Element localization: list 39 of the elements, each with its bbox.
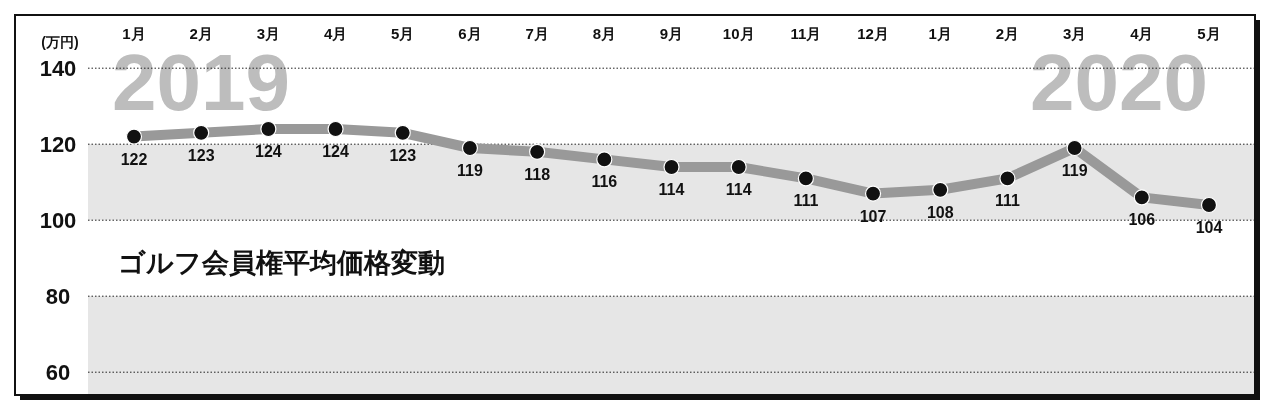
x-tick-label: 4月 xyxy=(1130,25,1154,42)
text: ゴルフ会員権平均価格変動 xyxy=(118,248,445,278)
y-tick-label: 120 xyxy=(39,132,77,158)
data-label: 119 xyxy=(457,162,483,179)
data-label: 119 xyxy=(1061,162,1088,179)
data-label: 114 xyxy=(725,181,752,198)
x-tick-label: 5月 xyxy=(1197,25,1221,42)
data-label: 123 xyxy=(187,146,215,164)
x-tick-label: 1月 xyxy=(928,25,952,42)
x-tick-label: 7月 xyxy=(525,25,549,42)
data-label: 108 xyxy=(926,203,954,221)
data-label: 104 xyxy=(1195,219,1223,236)
x-tick-label: 4月 xyxy=(323,25,348,42)
data-label: 106 xyxy=(1128,211,1156,229)
data-label: 107 xyxy=(859,207,887,225)
y-axis-title: (万円) xyxy=(41,34,79,50)
data-label: 122 xyxy=(120,150,148,168)
x-tick-label: 9月 xyxy=(659,25,684,42)
x-tick-label: 12月 xyxy=(857,25,889,42)
x-tick-label: 10月 xyxy=(722,25,755,42)
data-label: 124 xyxy=(322,143,350,160)
data-label: 123 xyxy=(389,146,417,164)
data-label: 111 xyxy=(994,192,1020,210)
data-label: 118 xyxy=(524,165,551,183)
x-tick-label: 5月 xyxy=(391,25,415,42)
x-tick-label: 2月 xyxy=(995,25,1020,42)
x-tick-label: 2月 xyxy=(189,25,213,42)
data-label: 116 xyxy=(591,173,618,191)
data-label: 124 xyxy=(255,143,282,160)
x-tick-label: 3月 xyxy=(256,25,281,42)
x-tick-label: 11月 xyxy=(790,25,822,42)
x-tick-label: 8月 xyxy=(592,25,616,42)
y-tick-label: 100 xyxy=(39,208,77,234)
y-tick-label: 60 xyxy=(45,360,71,386)
data-label: 111 xyxy=(793,192,819,210)
x-tick-label: 6月 xyxy=(458,25,482,42)
y-tick-label: 140 xyxy=(39,56,77,82)
y-tick-label: 80 xyxy=(45,284,71,310)
data-label: 114 xyxy=(658,181,685,198)
